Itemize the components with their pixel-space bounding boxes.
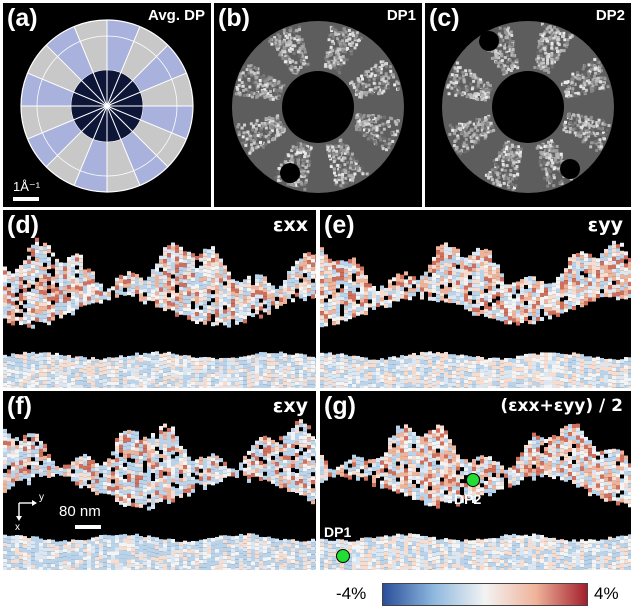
- dp2-marker: [466, 473, 480, 487]
- dp1-marker: [336, 549, 350, 563]
- dp2-figure: [442, 21, 614, 193]
- strain-map-yy: [320, 240, 631, 388]
- strain-map-xy: [3, 419, 316, 570]
- panel-b-label: (b): [218, 4, 250, 32]
- panel-b-title: DP1: [386, 7, 416, 24]
- dp1-figure: [232, 21, 404, 193]
- dp1-marker-label: DP1: [324, 524, 352, 540]
- panel-e-label: (e): [324, 211, 355, 239]
- dp2-marker-label: DP2: [454, 491, 482, 507]
- scale-label-reciprocal: 1Å⁻¹: [13, 179, 41, 194]
- panel-a-title: Avg. DP: [148, 7, 205, 24]
- colorbar-min-label: -4%: [336, 584, 367, 603]
- panel-e-title: εyy: [587, 214, 623, 236]
- colorbar-max-label: 4%: [594, 584, 619, 603]
- panel-a-label: (a): [7, 4, 38, 32]
- panel-f-strain-xy: (f) εxy 80 nm y x: [3, 391, 316, 570]
- scale-bar-real: [75, 525, 101, 529]
- average-dp-figure: [20, 19, 194, 193]
- axis-x-label: x: [15, 522, 20, 533]
- panel-c-label: (c): [429, 4, 460, 32]
- panel-a-average-diffraction: (a) Avg. DP 1Å⁻¹: [3, 3, 211, 207]
- panel-b-diffraction-dp1: (b) DP1: [214, 3, 422, 207]
- panel-f-label: (f): [7, 392, 32, 420]
- panel-c-title: DP2: [595, 7, 625, 24]
- panel-e-strain-yy: (e) εyy: [320, 210, 631, 388]
- panel-d-label: (d): [7, 211, 39, 239]
- panel-g-label: (g): [324, 392, 356, 420]
- panel-d-title: εxx: [272, 214, 308, 236]
- scale-label-real: 80 nm: [59, 503, 101, 520]
- axis-indicator: [16, 500, 37, 521]
- scale-bar-reciprocal: [13, 197, 39, 201]
- colorbar: [382, 583, 588, 606]
- strain-map-xx: [3, 237, 316, 388]
- panel-g-title: (εxx+εyy) / 2: [500, 396, 623, 416]
- panel-c-diffraction-dp2: (c) DP2: [425, 3, 631, 207]
- panel-d-strain-xx: (d) εxx: [3, 210, 316, 388]
- panel-f-title: εxy: [272, 395, 308, 417]
- strain-map-mean: [320, 423, 631, 570]
- panel-g-strain-mean: (g) (εxx+εyy) / 2 DP2 DP1: [320, 391, 631, 570]
- axis-y-label: y: [39, 492, 44, 503]
